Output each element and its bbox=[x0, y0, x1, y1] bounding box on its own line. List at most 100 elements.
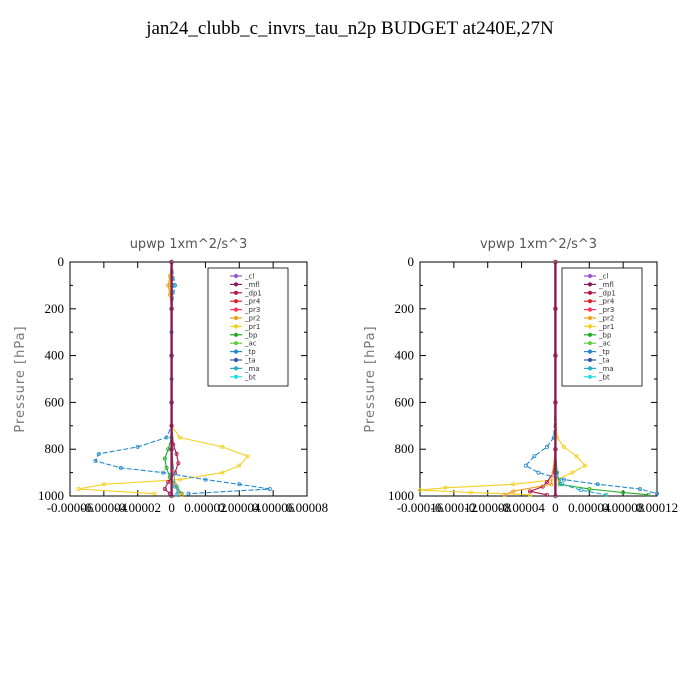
legend-swatch-marker bbox=[233, 374, 239, 379]
x-tick-label: 0.00008 bbox=[602, 500, 644, 515]
y-axis-label: Pressure [hPa] bbox=[363, 325, 378, 432]
data-point-pr2 bbox=[179, 492, 184, 497]
x-tick-label: 0.00008 bbox=[286, 500, 328, 515]
x-tick-label: -0.00016 bbox=[397, 500, 444, 515]
data-point-mfl bbox=[553, 493, 558, 499]
data-point-tp bbox=[203, 477, 208, 482]
legend-swatch-marker bbox=[233, 273, 239, 279]
legend-label: _pr1 bbox=[598, 323, 614, 331]
series-line-pr2 bbox=[504, 262, 556, 496]
data-point-tp bbox=[118, 465, 123, 470]
legend-label: _dp1 bbox=[244, 289, 262, 297]
y-tick-label: 600 bbox=[45, 394, 65, 409]
data-point-bp bbox=[164, 465, 169, 470]
series-line-dp1 bbox=[528, 262, 556, 496]
data-point-tp bbox=[655, 491, 660, 496]
legend-label: _ma bbox=[598, 365, 614, 373]
data-point-mfl bbox=[169, 353, 174, 358]
legend-swatch-marker bbox=[233, 324, 239, 329]
data-point-bp bbox=[162, 456, 167, 461]
y-tick-label: 400 bbox=[45, 348, 65, 363]
x-tick-label: 0 bbox=[552, 500, 559, 515]
data-point-pr1 bbox=[561, 444, 566, 449]
data-point-pr1 bbox=[178, 477, 183, 482]
data-point-pr1 bbox=[237, 463, 242, 468]
data-point-dp1 bbox=[176, 461, 181, 466]
data-point-pr1 bbox=[570, 470, 575, 475]
data-point-tp bbox=[186, 491, 191, 496]
legend-swatch-marker bbox=[233, 349, 239, 354]
legend-label: _dp1 bbox=[598, 289, 616, 297]
legend-swatch-marker bbox=[233, 332, 239, 337]
y-tick-label: 0 bbox=[58, 254, 65, 269]
legend-box bbox=[561, 267, 643, 387]
data-point-mfl bbox=[169, 493, 174, 499]
series-line-pr1 bbox=[419, 262, 586, 496]
legend-label: _pr1 bbox=[244, 323, 260, 331]
legend-swatch-marker bbox=[587, 357, 593, 363]
legend-swatch-marker bbox=[587, 315, 593, 321]
data-point-tp bbox=[237, 482, 242, 487]
legend-swatch-marker bbox=[587, 299, 593, 304]
data-point-pr2 bbox=[502, 492, 507, 497]
data-point-mfl bbox=[169, 259, 174, 265]
data-point-bp bbox=[646, 492, 651, 497]
legend-label: _mfl bbox=[244, 281, 260, 289]
legend-label: _ta bbox=[598, 357, 610, 365]
data-point-ma bbox=[578, 488, 583, 493]
x-tick-label: 0.00002 bbox=[184, 500, 226, 515]
legend-label: _pr3 bbox=[598, 306, 614, 314]
y-tick-label: 800 bbox=[395, 441, 415, 456]
data-point-pr2 bbox=[511, 489, 516, 494]
data-point-dp1 bbox=[544, 479, 549, 484]
legend-swatch-marker bbox=[587, 332, 593, 337]
legend-swatch-marker bbox=[233, 282, 239, 287]
data-point-bp bbox=[621, 490, 626, 495]
data-point-dp1 bbox=[544, 492, 549, 497]
data-point-mfl bbox=[553, 306, 558, 311]
y-tick-label: 200 bbox=[395, 301, 415, 316]
legend-label: _bp bbox=[598, 331, 612, 339]
data-point-mfl bbox=[553, 259, 558, 265]
data-point-tp bbox=[532, 454, 537, 459]
legend-label: _pr4 bbox=[598, 298, 615, 306]
legend-swatch-marker bbox=[233, 357, 239, 363]
data-point-tp bbox=[536, 470, 541, 475]
legend-box bbox=[207, 267, 289, 387]
legend-swatch-marker bbox=[233, 299, 239, 304]
legend-swatch-marker bbox=[233, 290, 239, 295]
legend-swatch-marker bbox=[587, 349, 593, 354]
data-point-tp bbox=[135, 444, 140, 449]
y-tick-label: 1000 bbox=[38, 488, 64, 503]
legend-swatch-marker bbox=[587, 341, 593, 346]
legend-label: _cl bbox=[598, 273, 608, 281]
data-point-pr1 bbox=[468, 490, 473, 495]
x-tick-label: 0 bbox=[168, 500, 175, 515]
data-point-tp bbox=[164, 435, 169, 440]
y-tick-label: 400 bbox=[395, 348, 415, 363]
x-tick-label: 0.00006 bbox=[252, 500, 295, 515]
y-tick-label: 800 bbox=[45, 441, 65, 456]
data-point-pr1 bbox=[152, 491, 157, 496]
data-point-ma bbox=[172, 484, 177, 489]
y-axis-label: Pressure [hPa] bbox=[13, 325, 28, 432]
data-point-pr1 bbox=[511, 482, 516, 487]
legend-swatch-marker bbox=[587, 290, 593, 295]
x-tick-label: -0.00006 bbox=[47, 500, 94, 515]
data-point-pr1 bbox=[245, 454, 250, 459]
legend-label: _ma bbox=[244, 365, 260, 373]
y-tick-label: 0 bbox=[408, 254, 415, 269]
data-point-dp1 bbox=[166, 479, 171, 484]
x-tick-label: -0.00004 bbox=[81, 500, 128, 515]
y-tick-label: 200 bbox=[45, 301, 65, 316]
data-point-pr1 bbox=[101, 482, 106, 487]
data-point-mfl bbox=[553, 447, 558, 452]
legend-swatch-marker bbox=[587, 273, 593, 279]
data-point-tp bbox=[93, 458, 98, 463]
legend-swatch-marker bbox=[587, 374, 593, 379]
data-point-pr2 bbox=[166, 283, 171, 288]
x-tick-label: 0.00004 bbox=[218, 500, 261, 515]
data-point-ma bbox=[560, 482, 565, 487]
data-point-pr1 bbox=[443, 485, 448, 490]
data-point-bp bbox=[587, 486, 592, 491]
